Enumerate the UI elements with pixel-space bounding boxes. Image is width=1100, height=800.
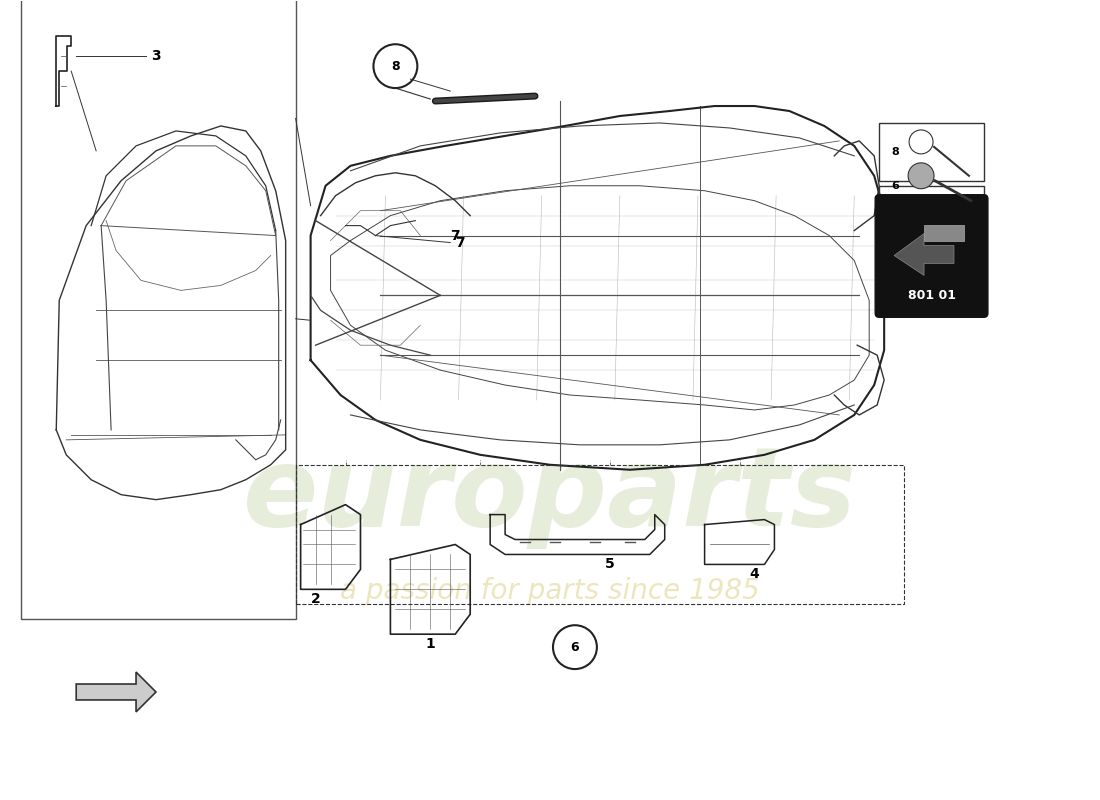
Text: 7: 7: [455, 235, 465, 250]
Text: 3: 3: [151, 49, 161, 63]
Bar: [296, 465, 904, 604]
Text: 5: 5: [605, 558, 615, 571]
Text: 2: 2: [310, 592, 320, 606]
Text: 8: 8: [392, 60, 399, 73]
Text: 1: 1: [426, 637, 436, 651]
Text: 6: 6: [891, 181, 899, 190]
Text: 6: 6: [571, 641, 580, 654]
Bar: [924, 225, 964, 241]
Polygon shape: [894, 234, 954, 275]
Circle shape: [909, 163, 934, 189]
Bar: [879, 186, 983, 243]
Text: 8: 8: [891, 147, 899, 157]
Text: 801 01: 801 01: [908, 289, 956, 302]
Text: 7: 7: [450, 229, 460, 242]
Text: europarts: europarts: [243, 442, 857, 549]
Bar: [879, 123, 983, 181]
Polygon shape: [76, 672, 156, 712]
FancyBboxPatch shape: [876, 194, 988, 318]
Text: a passion for parts since 1985: a passion for parts since 1985: [340, 578, 760, 606]
Bar: [21, 0, 296, 619]
Text: 4: 4: [749, 567, 759, 582]
